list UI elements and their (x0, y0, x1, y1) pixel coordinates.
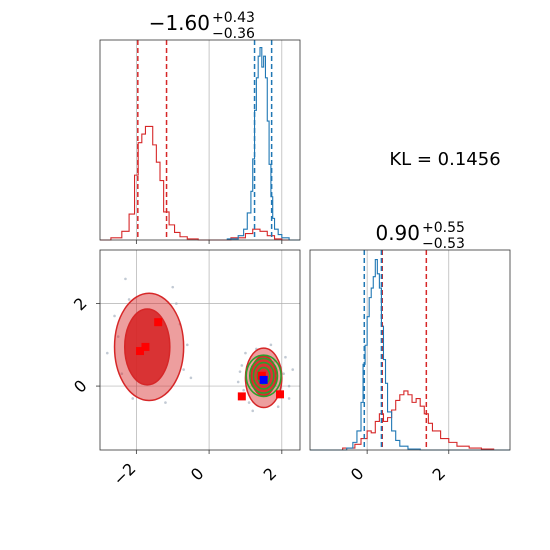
scatter-point (247, 401, 251, 404)
top-red-histogram (100, 125, 300, 241)
red-square-marker (276, 390, 284, 399)
green-contour (249, 357, 279, 394)
scatter-point (124, 277, 127, 281)
right-title-value: 0.90 (375, 221, 420, 245)
top-histogram-frame (99, 39, 301, 241)
red-square-marker (141, 342, 150, 351)
x-tick-label: −2 (109, 459, 139, 489)
histogram-step-line (226, 47, 300, 241)
scatter-point (284, 355, 287, 359)
joint-green-contours (245, 354, 282, 398)
scatter-point (105, 351, 109, 355)
scatter-point (269, 343, 273, 347)
top-title-lower-error: −0.36 (212, 26, 255, 42)
top-histogram-ticks (135, 240, 283, 244)
joint-markers (136, 318, 284, 401)
scatter-point (120, 372, 124, 376)
green-contour (256, 366, 271, 385)
histogram-step-line (100, 125, 300, 241)
scatter-point (238, 370, 242, 373)
histogram-step-line (310, 390, 510, 451)
scatter-point (175, 302, 178, 305)
red-square-marker (237, 392, 246, 401)
right-blue-histogram (310, 258, 510, 451)
joint-frame (99, 249, 301, 451)
scatter-point (236, 380, 240, 384)
x-tick-label: 0 (187, 464, 208, 485)
red-square-marker (154, 318, 163, 327)
right-histogram-grid (366, 250, 450, 450)
right-title-upper-error: +0.55 (422, 220, 465, 236)
scatter-point (189, 376, 193, 380)
x-tick-label: 2 (260, 464, 281, 485)
blue-square-marker (259, 375, 268, 384)
scatter-point (242, 388, 245, 392)
histogram-step-line (310, 258, 510, 451)
scatter-point (116, 335, 120, 338)
kl-divergence-label: KL = 0.1456 (389, 149, 500, 170)
right-quantile-lines (363, 250, 428, 450)
x-tick-label: 0 (347, 464, 368, 485)
scatter-point (171, 285, 175, 289)
joint-scatter-points (105, 277, 295, 413)
top-title-upper-error: +0.43 (212, 10, 255, 26)
joint-contour-panel: −2 0 2 0 2 (70, 249, 301, 489)
scatter-point (287, 384, 291, 388)
top-blue-histogram (226, 47, 300, 241)
scatter-point (251, 409, 255, 413)
top-title-value: −1.60 (149, 11, 210, 35)
red-square-marker (136, 347, 144, 356)
scatter-point (127, 298, 131, 301)
scatter-point (164, 401, 167, 404)
y-tick-label: 0 (70, 376, 91, 397)
x-tick-label: 2 (429, 464, 450, 485)
scatter-point (291, 368, 295, 371)
right-histogram-frame (309, 249, 511, 451)
green-contour (245, 354, 282, 398)
scatter-point (240, 364, 244, 367)
scatter-point (185, 343, 189, 347)
right-title-lower-error: −0.53 (422, 236, 465, 252)
scatter-point (287, 397, 291, 400)
top-histogram-panel: −1.60 +0.43 −0.36 (99, 10, 301, 244)
scatter-point (182, 368, 185, 371)
top-histogram-grid (136, 40, 283, 240)
scatter-point (276, 405, 280, 409)
y-tick-label: 2 (70, 294, 91, 315)
scatter-point (113, 314, 116, 318)
scatter-point (282, 372, 285, 376)
green-contour (252, 361, 275, 390)
right-red-histogram (310, 390, 510, 451)
scatter-point (131, 397, 135, 400)
scatter-point (244, 351, 247, 355)
top-quantile-lines (137, 40, 273, 240)
red-square-marker (257, 371, 266, 380)
